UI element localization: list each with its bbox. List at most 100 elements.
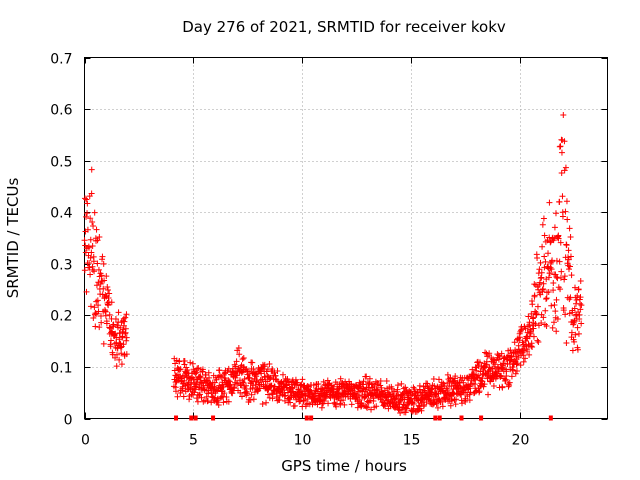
data-point — [550, 280, 557, 287]
data-point — [334, 396, 341, 403]
data-point — [105, 302, 112, 309]
data-point — [340, 397, 347, 404]
data-point — [285, 395, 292, 402]
data-point — [559, 193, 566, 200]
zero-marker — [548, 415, 553, 421]
data-point — [522, 355, 529, 362]
y-tick-label: 0.3 — [50, 258, 72, 274]
data-point — [197, 374, 204, 381]
data-point — [448, 397, 455, 404]
data-point — [83, 288, 90, 295]
data-point — [96, 233, 103, 240]
data-point — [268, 382, 275, 389]
data-point — [538, 269, 545, 276]
data-point — [84, 210, 91, 217]
data-point — [323, 391, 330, 398]
data-point — [543, 295, 550, 302]
data-point — [548, 266, 555, 273]
data-point — [553, 296, 560, 303]
data-point — [567, 234, 574, 241]
data-point — [98, 272, 105, 279]
data-point — [201, 386, 208, 393]
data-point — [394, 382, 401, 389]
data-point — [92, 323, 99, 330]
data-point — [398, 380, 405, 387]
data-point — [551, 224, 558, 231]
x-axis-label: GPS time / hours — [281, 457, 407, 475]
data-point — [118, 319, 125, 326]
data-point — [227, 381, 234, 388]
data-point — [82, 249, 89, 256]
data-point — [378, 396, 385, 403]
data-point — [400, 401, 407, 408]
data-point — [563, 198, 570, 205]
data-point — [294, 379, 301, 386]
data-point — [575, 286, 582, 293]
data-point — [526, 351, 533, 358]
data-point — [250, 396, 257, 403]
data-point — [104, 283, 111, 290]
data-point — [194, 398, 201, 405]
data-point — [300, 397, 307, 404]
data-point — [215, 401, 222, 408]
data-point — [418, 407, 425, 414]
data-point — [545, 250, 552, 257]
data-point — [117, 344, 124, 351]
data-point — [552, 210, 559, 217]
data-point — [214, 395, 221, 402]
data-point — [308, 389, 315, 396]
data-point — [300, 397, 307, 404]
data-point — [552, 271, 559, 278]
data-point — [517, 362, 524, 369]
data-point — [221, 390, 228, 397]
data-point — [337, 375, 344, 382]
data-point — [99, 253, 106, 260]
x-tick-label: 0 — [81, 433, 90, 449]
data-point — [574, 324, 581, 331]
chart-title: Day 276 of 2021, SRMTID for receiver kok… — [182, 18, 506, 36]
data-point — [560, 112, 567, 119]
data-point — [374, 386, 381, 393]
data-point — [234, 372, 241, 379]
data-point — [271, 369, 278, 376]
data-point — [426, 395, 433, 402]
data-point — [206, 374, 213, 381]
data-point — [503, 368, 510, 375]
data-point — [540, 280, 547, 287]
data-point — [510, 367, 517, 374]
data-point — [112, 354, 119, 361]
data-point — [530, 314, 537, 321]
data-point — [187, 359, 194, 366]
data-point — [567, 253, 574, 260]
data-point — [89, 218, 96, 225]
data-point — [572, 331, 579, 338]
data-point — [95, 302, 102, 309]
data-point — [111, 340, 118, 347]
data-point — [562, 164, 569, 171]
data-point — [553, 257, 560, 264]
data-point — [530, 333, 537, 340]
data-point — [102, 292, 109, 299]
data-point — [100, 340, 107, 347]
data-point — [298, 387, 305, 394]
data-point — [180, 393, 187, 400]
data-point — [103, 320, 110, 327]
data-point — [563, 339, 570, 346]
x-tick-label: 5 — [189, 433, 198, 449]
data-point — [216, 373, 223, 380]
data-point — [238, 369, 245, 376]
data-point — [476, 374, 483, 381]
zero-marker — [459, 415, 464, 421]
data-point — [508, 354, 515, 361]
data-point — [94, 237, 101, 244]
data-point — [322, 395, 329, 402]
x-tick-label: 10 — [294, 433, 312, 449]
data-point — [123, 337, 130, 344]
data-point — [91, 268, 98, 275]
data-point — [557, 239, 564, 246]
data-point — [416, 382, 423, 389]
data-point — [525, 313, 532, 320]
data-point — [553, 328, 560, 335]
data-point — [274, 368, 281, 375]
